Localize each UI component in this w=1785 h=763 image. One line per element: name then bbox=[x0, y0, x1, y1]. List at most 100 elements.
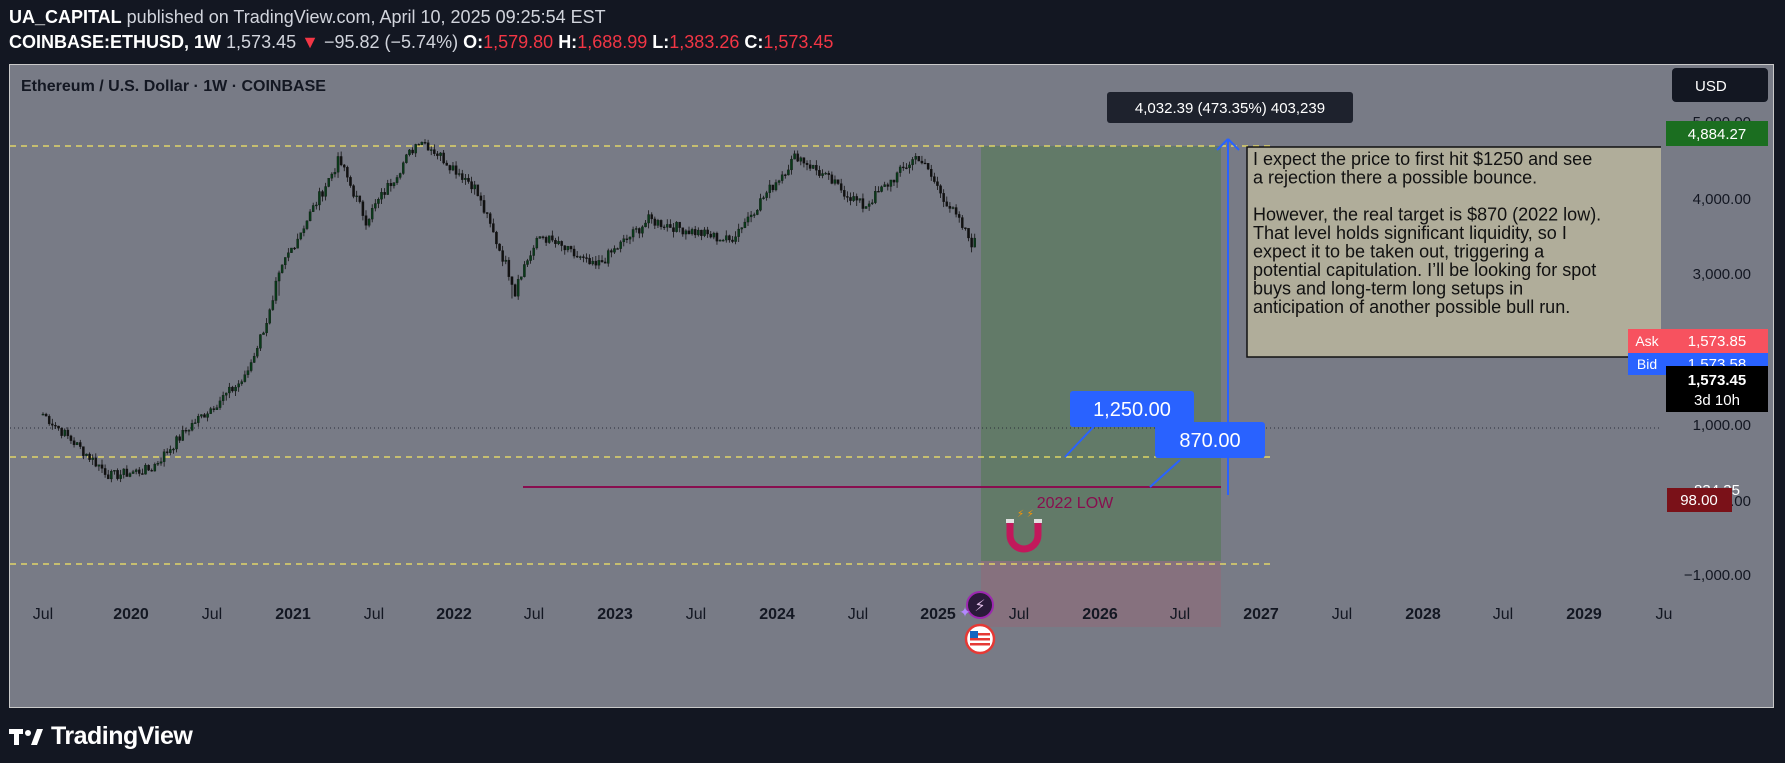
candle-body bbox=[725, 235, 728, 241]
candle-body bbox=[454, 165, 458, 175]
candle-body bbox=[426, 142, 430, 151]
candle-body bbox=[138, 469, 141, 474]
candle-body bbox=[327, 178, 330, 187]
candle-body bbox=[457, 173, 461, 175]
candle-body bbox=[864, 206, 868, 209]
candle-body bbox=[740, 227, 744, 230]
candle-body bbox=[628, 236, 632, 240]
candle-body bbox=[973, 237, 976, 248]
candle-body bbox=[575, 255, 579, 258]
candle-body bbox=[448, 165, 452, 171]
candle-body bbox=[122, 468, 126, 475]
note-box[interactable] bbox=[1246, 146, 1690, 358]
currency-button[interactable] bbox=[1672, 68, 1768, 102]
candle-body bbox=[367, 218, 371, 226]
candle-body bbox=[784, 174, 787, 176]
candle-body bbox=[389, 183, 393, 187]
candle-body bbox=[318, 191, 321, 206]
callout-870-box[interactable] bbox=[1155, 422, 1265, 458]
us-flag-event-icon[interactable] bbox=[964, 623, 996, 655]
candle-body bbox=[75, 442, 79, 446]
candle-body bbox=[495, 231, 498, 245]
candle-body bbox=[374, 203, 377, 209]
candle-body bbox=[700, 229, 703, 236]
candle-body bbox=[72, 440, 76, 446]
x-tick-label: 2026 bbox=[1082, 606, 1118, 623]
candle-body bbox=[641, 226, 644, 234]
candle-body bbox=[343, 164, 346, 168]
profit-zone[interactable] bbox=[981, 146, 1221, 561]
candle-body bbox=[215, 407, 219, 410]
author-name[interactable]: UA_CAPITAL bbox=[9, 7, 122, 27]
candle-body bbox=[569, 246, 573, 250]
close-value: 1,573.45 bbox=[763, 32, 834, 52]
candle-body bbox=[858, 198, 862, 201]
price-chart[interactable]: 2022 LOW 4,032.39 (473.35%) 403,239 I ex… bbox=[10, 65, 1774, 708]
callout-1250-box[interactable] bbox=[1070, 391, 1194, 427]
note-line: expect it to be taken out, triggering a bbox=[1253, 242, 1545, 262]
candle-body bbox=[510, 276, 514, 285]
symbol: COINBASE:ETHUSD, 1W bbox=[9, 32, 222, 52]
candle-body bbox=[703, 229, 706, 236]
candle-body bbox=[777, 180, 781, 183]
candle-body bbox=[566, 246, 570, 251]
candle-body bbox=[625, 238, 629, 240]
candle-body bbox=[805, 162, 809, 165]
candle-body bbox=[594, 260, 598, 266]
candle-body bbox=[603, 261, 607, 264]
candle-body bbox=[967, 228, 970, 239]
candle-body bbox=[147, 464, 150, 471]
candle-body bbox=[274, 280, 278, 301]
candle-body bbox=[402, 162, 405, 174]
x-tick-label: 2029 bbox=[1566, 606, 1602, 623]
candle-body bbox=[91, 457, 94, 460]
ohlc-line: COINBASE:ETHUSD, 1W 1,573.45 ▼ −95.82 (−… bbox=[9, 32, 833, 53]
svg-text:⚡: ⚡ bbox=[974, 598, 985, 615]
candle-body bbox=[513, 284, 517, 297]
candle-body bbox=[380, 192, 383, 200]
candle-body bbox=[557, 241, 560, 245]
candle-body bbox=[287, 252, 290, 258]
note-line: buys and long-term long setups in bbox=[1253, 279, 1523, 299]
candle-body bbox=[939, 185, 942, 194]
x-tick-label: Jul bbox=[686, 606, 706, 623]
candle-body bbox=[898, 166, 902, 173]
candle-body bbox=[957, 214, 961, 218]
open-label: O: bbox=[463, 32, 484, 52]
low-2022-label: 2022 LOW bbox=[1037, 495, 1114, 512]
tradingview-logo[interactable]: TradingView bbox=[9, 722, 193, 751]
candle-body bbox=[156, 463, 160, 465]
lightning-event-icon[interactable]: ⚡ ✦ bbox=[959, 591, 994, 620]
candle-body bbox=[414, 144, 417, 154]
candle-body bbox=[669, 224, 672, 228]
candle-body bbox=[827, 172, 831, 175]
candle-body bbox=[134, 469, 138, 472]
high-label: H: bbox=[558, 32, 578, 52]
candle-body bbox=[563, 245, 567, 251]
candle-body bbox=[249, 362, 253, 371]
candle-body bbox=[824, 172, 827, 175]
candle-body bbox=[647, 214, 650, 224]
note-line: I expect the price to first hit $1250 an… bbox=[1253, 149, 1592, 169]
candle-body bbox=[113, 470, 116, 472]
low-label: L: bbox=[652, 32, 670, 52]
note-line: However, the real target is $870 (2022 l… bbox=[1253, 205, 1601, 225]
badge-bottom bbox=[1667, 488, 1732, 512]
open-value: 1,579.80 bbox=[483, 32, 554, 52]
candle-body bbox=[271, 300, 275, 310]
candle-body bbox=[799, 157, 803, 162]
candle-body bbox=[849, 197, 852, 201]
candle-body bbox=[697, 229, 700, 236]
candle-body bbox=[69, 435, 73, 441]
loss-zone[interactable] bbox=[981, 561, 1221, 627]
candle-body bbox=[197, 416, 200, 423]
candle-body bbox=[268, 309, 271, 324]
y-tick-neg1000: −1,000.00 bbox=[1684, 567, 1751, 584]
x-tick-label: Jul bbox=[1493, 606, 1513, 623]
candle-body bbox=[734, 236, 737, 242]
time-axis[interactable]: Jul 2020 Jul 2021 Jul 2022 Jul 2023 Jul 2024 Jul 20… bbox=[33, 606, 1673, 623]
chart-frame[interactable]: 2022 LOW 4,032.39 (473.35%) 403,239 I ex… bbox=[9, 64, 1774, 708]
magnet-icon[interactable]: ⚡ ⚡ bbox=[1006, 509, 1042, 553]
candle-body bbox=[619, 241, 622, 249]
candle-body bbox=[964, 227, 967, 229]
